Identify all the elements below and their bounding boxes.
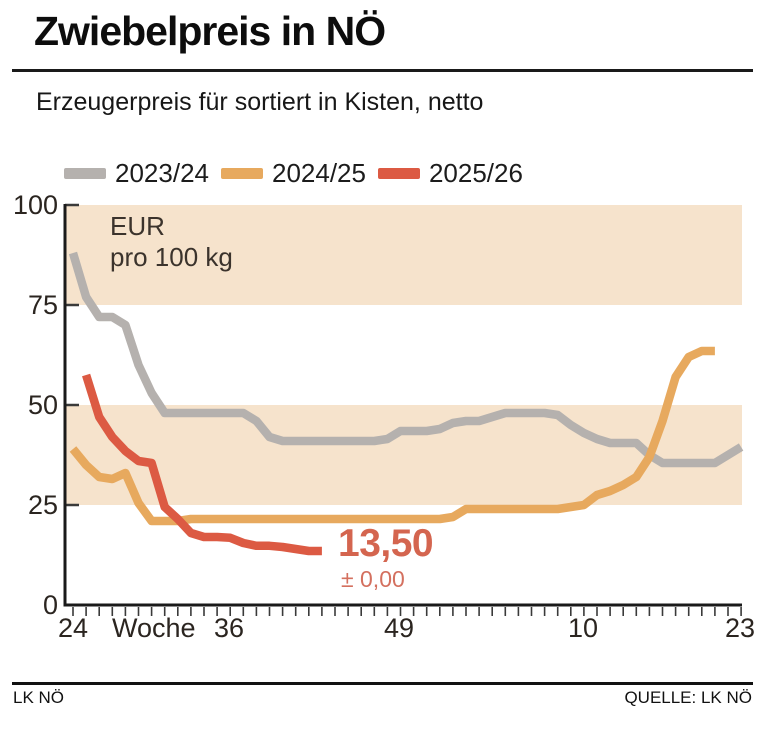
price-change-annotation: ± 0,00 [341, 566, 405, 592]
x-tick-10: 10 [567, 613, 599, 643]
title-divider [12, 69, 753, 72]
legend-swatch-gray [64, 168, 106, 179]
x-tick-24: 24 [57, 613, 89, 643]
legend-label: 2023/24 [115, 158, 209, 188]
legend-label: 2024/25 [271, 158, 366, 188]
legend-label: 2025/26 [428, 158, 523, 188]
y-tick-25: 25 [27, 490, 58, 520]
legend-item-2023-24: 2023/24 [64, 158, 209, 189]
unit-label: EUR pro 100 kg [110, 211, 233, 273]
footer-source: QUELLE: LK NÖ [624, 688, 752, 707]
page-subtitle: Erzeugerpreis für sortiert in Kisten, ne… [36, 88, 484, 116]
x-tick-23: 23 [724, 613, 756, 643]
y-tick-50: 50 [27, 390, 58, 420]
unit-label-line1: EUR [110, 211, 165, 241]
chart-legend: 2023/24 2024/25 2025/26 [64, 158, 523, 189]
unit-label-line2: pro 100 kg [110, 242, 233, 272]
latest-price-annotation: 13,50 [338, 522, 434, 565]
y-tick-100: 100 [12, 190, 58, 220]
legend-item-2025-26: 2025/26 [377, 158, 523, 189]
y-tick-0: 0 [42, 590, 58, 620]
footer-credit: LK NÖ [13, 688, 65, 707]
legend-swatch-red [377, 168, 420, 179]
x-axis-word: Woche [112, 613, 196, 643]
legend-item-2024-25: 2024/25 [220, 158, 366, 189]
footer-divider [12, 682, 753, 685]
legend-swatch-orange [220, 168, 263, 179]
x-tick-36: 36 [213, 613, 245, 643]
y-tick-75: 75 [27, 290, 58, 320]
page-title: Zwiebelpreis in NÖ [34, 8, 386, 54]
x-tick-49: 49 [383, 613, 415, 643]
